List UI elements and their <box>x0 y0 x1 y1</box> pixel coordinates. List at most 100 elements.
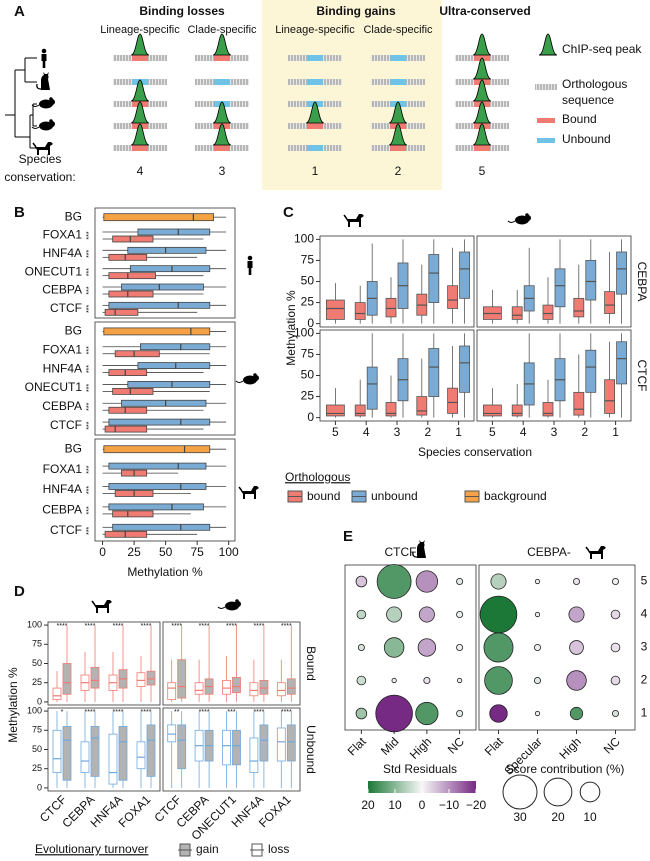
y-tick-label: 100 <box>294 326 314 340</box>
row-label: ONECUT1 <box>25 264 83 278</box>
chip-peak <box>472 57 492 80</box>
bubble <box>391 677 397 684</box>
significance: **** <box>141 709 152 716</box>
icon-cat <box>36 71 51 91</box>
significance: **** <box>281 623 292 630</box>
box <box>108 462 207 470</box>
size-key-label: 10 <box>583 810 597 824</box>
legend-label: unbound <box>371 489 418 503</box>
box <box>108 733 118 785</box>
box <box>104 530 148 538</box>
box <box>222 729 231 766</box>
box <box>482 404 502 417</box>
color-tick-label: −20 <box>466 798 487 812</box>
row-label: 1 <box>641 706 648 720</box>
x-tick-label: 75 <box>190 545 204 559</box>
bubble <box>533 643 542 652</box>
significance: **** <box>281 709 292 716</box>
facet-label: Unbound <box>304 725 318 774</box>
size-key <box>502 774 538 810</box>
conservation-value: 1 <box>312 164 319 178</box>
box <box>385 297 397 318</box>
significance: **** <box>85 623 96 630</box>
box <box>286 724 296 762</box>
box <box>428 254 440 303</box>
y-tick-label: 0 <box>37 782 42 792</box>
x-tick-label: 4 <box>520 425 527 439</box>
significance: *** <box>86 421 93 429</box>
tree <box>5 57 37 149</box>
row-label: HNF4A <box>43 246 82 260</box>
box <box>585 260 597 301</box>
box <box>354 302 366 320</box>
bound-site <box>132 145 148 151</box>
significance: *** <box>86 486 93 494</box>
y-tick-label: 100 <box>27 705 42 715</box>
x-tick-label: High <box>407 734 434 761</box>
significance: *** <box>86 506 93 514</box>
row-label: 2 <box>641 673 648 687</box>
chip-peak <box>472 101 492 124</box>
box <box>447 285 459 309</box>
x-tick-label: 0 <box>99 545 106 559</box>
icon-human <box>247 255 253 275</box>
box <box>604 291 615 314</box>
row-label: CEBPA <box>42 399 82 413</box>
box <box>108 272 156 280</box>
significance: **** <box>141 623 152 630</box>
box <box>108 253 148 261</box>
legend-title: Evolutionary turnover <box>35 842 148 856</box>
box <box>108 503 204 511</box>
x-tick-label: NC <box>445 734 467 756</box>
box <box>325 299 345 320</box>
legend-seq <box>535 84 557 90</box>
box <box>114 350 160 358</box>
bubble <box>357 643 365 652</box>
bubble <box>534 578 541 585</box>
box <box>108 406 148 414</box>
box <box>604 379 615 414</box>
group-title: Binding losses <box>139 4 225 18</box>
row-label: 5 <box>641 574 648 588</box>
icon-human <box>41 48 47 68</box>
box <box>459 345 471 393</box>
facet-frame <box>344 564 477 731</box>
conservation-value: 5 <box>479 164 486 178</box>
size-key <box>579 781 601 803</box>
significance: **** <box>57 623 68 630</box>
box <box>62 726 72 781</box>
bound-site <box>390 145 406 151</box>
y-tick-label: 50 <box>32 744 42 754</box>
box <box>573 391 585 416</box>
conservation-value: 4 <box>137 164 144 178</box>
facet-frame <box>162 621 301 706</box>
x-tick-label: 4 <box>363 425 370 439</box>
significance: **** <box>253 623 264 630</box>
box <box>554 268 566 308</box>
chip-peak <box>130 123 150 146</box>
unbound-site <box>214 79 230 85</box>
column-subtitle: Clade-specific <box>363 24 433 36</box>
bubble <box>484 666 513 695</box>
significance: *** <box>227 709 235 716</box>
unbound-site <box>390 55 406 61</box>
color-tick-label: 0 <box>419 798 426 812</box>
significance: *** <box>86 384 93 392</box>
panel-label: D <box>14 583 25 600</box>
significance: **** <box>113 623 124 630</box>
box <box>259 724 269 762</box>
y-tick-label: 75 <box>301 347 315 361</box>
bubble <box>356 675 367 686</box>
x-tick-label: Flat <box>345 734 370 759</box>
legend-title: Std Residuals <box>383 762 457 776</box>
row-label: BG <box>65 441 82 455</box>
box <box>459 251 471 299</box>
x-tick-label: 2 <box>581 425 588 439</box>
box <box>616 251 627 295</box>
bubble <box>456 577 464 586</box>
box <box>129 265 211 273</box>
bubble <box>457 677 463 684</box>
box <box>542 402 554 417</box>
bubble <box>386 606 403 623</box>
bubble <box>534 710 541 717</box>
